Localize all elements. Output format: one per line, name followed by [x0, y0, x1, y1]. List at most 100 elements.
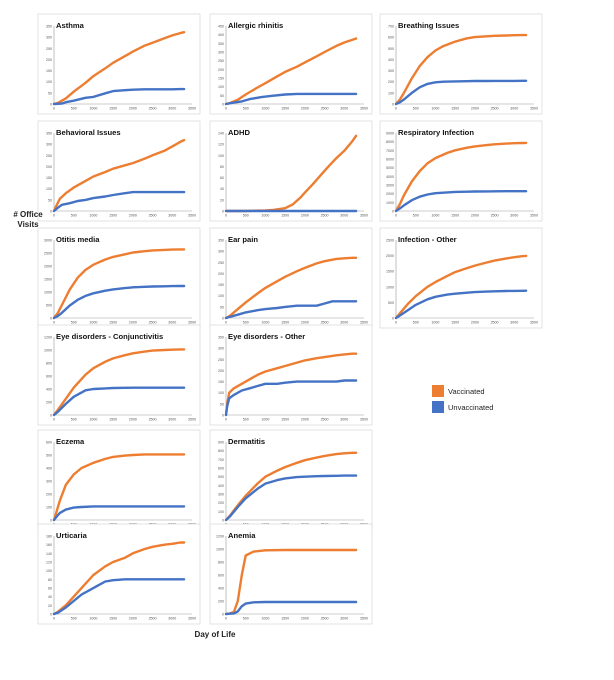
series-line-vaccinated [52, 31, 186, 106]
panel-title: Eczema [56, 437, 85, 446]
x-tick-label: 500 [243, 107, 249, 111]
x-tick-label: 2000 [301, 107, 309, 111]
y-tick-label: 200 [46, 401, 52, 405]
panel-allergic-rhinitis: 0 50 100 150 200 250 300 350 400 450 0 500 1000 1500 2… [209, 13, 373, 115]
y-tick-label: 150 [46, 69, 52, 73]
y-tick-label: 600 [46, 441, 52, 445]
y-tick-label: 60 [48, 587, 52, 591]
series-line-vaccinated [394, 141, 528, 213]
series-line-vaccinated [224, 451, 358, 522]
panel-frame [37, 13, 201, 115]
x-tick-label: 0 [53, 107, 55, 111]
x-tick-label: 3500 [360, 617, 368, 621]
y-tick-label: 80 [48, 578, 52, 582]
y-axis-label: # Office Visits [13, 210, 43, 229]
x-tick-label: 3500 [530, 321, 538, 325]
y-tick-label: 200 [218, 600, 224, 604]
x-tick-label: 1500 [451, 321, 459, 325]
panel-title: Respiratory Infection [398, 128, 474, 137]
x-tick-label: 2500 [149, 214, 157, 218]
x-tick-label: 0 [225, 107, 227, 111]
y-tick-label: 100 [218, 294, 224, 298]
y-tick-label: 200 [218, 272, 224, 276]
panel-eczema: 0100200300400500600050010001500200025003… [37, 429, 201, 531]
x-tick-label: 2000 [129, 214, 137, 218]
y-tick-label: 600 [388, 36, 394, 40]
x-tick-label: 2000 [129, 617, 137, 621]
series-line-vaccinated [52, 348, 186, 417]
panel-title: Allergic rhinitis [228, 21, 283, 30]
x-tick-label: 500 [243, 418, 249, 422]
panel-dermatitis: 0100200300400500600700800900050010001500… [209, 429, 373, 531]
panel-title: Dermatitis [228, 437, 265, 446]
y-tick-label: 400 [388, 58, 394, 62]
panel-title: Asthma [56, 21, 85, 30]
x-tick-label: 3000 [340, 214, 348, 218]
x-tick-label: 1500 [109, 418, 117, 422]
x-tick-label: 3000 [340, 321, 348, 325]
x-tick-label: 2500 [491, 321, 499, 325]
x-axis-label: Day of Life [194, 630, 236, 639]
y-tick-label: 800 [218, 561, 224, 565]
x-tick-label: 500 [413, 214, 419, 218]
y-tick-label: 100 [218, 510, 224, 514]
x-tick-label: 3500 [530, 214, 538, 218]
y-tick-label: 1200 [44, 336, 52, 340]
x-tick-label: 0 [395, 321, 397, 325]
panel-frame [209, 13, 373, 115]
panel-frame [37, 429, 201, 531]
y-tick-label: 2500 [386, 239, 394, 243]
x-tick-label: 1500 [281, 107, 289, 111]
y-tick-label: 140 [46, 552, 52, 556]
x-tick-label: 1000 [89, 617, 97, 621]
series-line-vaccinated [394, 254, 528, 320]
panel-infection-other: 0 500 1000 1500 2000 2500 0 500 1000 1500 2000 2500… [379, 227, 543, 329]
x-tick-label: 2500 [149, 617, 157, 621]
y-tick-label: 250 [46, 154, 52, 158]
legend-label-unvaccinated: Unvaccinated [448, 402, 494, 412]
y-tick-label: 1000 [386, 285, 394, 289]
x-tick-label: 1000 [89, 418, 97, 422]
y-tick-label: 150 [218, 77, 224, 81]
y-tick-label: 100 [388, 91, 394, 95]
x-tick-label: 0 [225, 321, 227, 325]
series-line-vaccinated [394, 33, 528, 106]
x-tick-label: 1000 [261, 107, 269, 111]
x-tick-label: 1500 [281, 321, 289, 325]
x-tick-label: 1500 [451, 214, 459, 218]
panel-title: Infection - Other [398, 235, 457, 244]
y-tick-label: 150 [218, 283, 224, 287]
x-tick-label: 0 [395, 214, 397, 218]
y-tick-label: 250 [46, 47, 52, 51]
y-tick-label: 300 [388, 69, 394, 73]
x-tick-label: 1000 [261, 214, 269, 218]
y-tick-label: 400 [218, 587, 224, 591]
y-tick-label: 0 [222, 103, 224, 107]
x-tick-label: 1500 [281, 214, 289, 218]
y-tick-label: 0 [392, 103, 394, 107]
x-tick-label: 2500 [321, 418, 329, 422]
x-tick-label: 3500 [188, 214, 196, 218]
series-line-unvaccinated [52, 284, 186, 320]
y-tick-label: 8000 [386, 140, 394, 144]
y-tick-label: 40 [220, 187, 224, 191]
series-line-unvaccinated [394, 289, 528, 320]
y-tick-label: 80 [220, 165, 224, 169]
x-tick-label: 2500 [149, 107, 157, 111]
panel-title: Ear pain [228, 235, 258, 244]
x-tick-label: 3500 [188, 107, 196, 111]
y-tick-label: 200 [46, 493, 52, 497]
legend: Vaccinated Unvaccinated [432, 384, 493, 416]
x-tick-label: 1000 [89, 321, 97, 325]
y-tick-label: 300 [218, 347, 224, 351]
x-tick-label: 1000 [431, 107, 439, 111]
x-tick-label: 0 [53, 617, 55, 621]
x-tick-label: 3500 [360, 321, 368, 325]
x-tick-label: 500 [413, 107, 419, 111]
x-tick-label: 3000 [168, 214, 176, 218]
y-tick-label: 0 [392, 210, 394, 214]
y-tick-label: 250 [218, 358, 224, 362]
y-tick-label: 100 [46, 506, 52, 510]
y-tick-label: 300 [46, 36, 52, 40]
